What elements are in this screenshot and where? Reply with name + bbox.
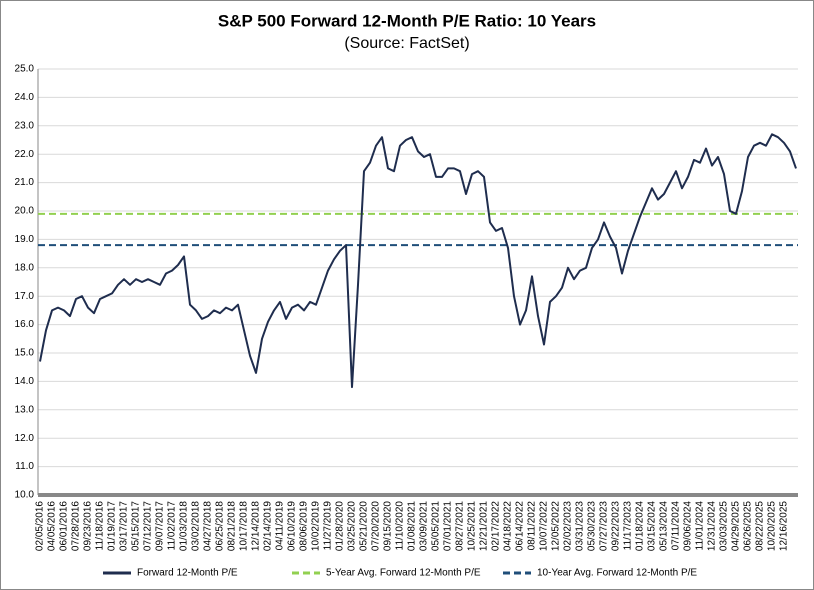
x-tick-label: 08/06/2019	[299, 501, 310, 551]
legend-label: Forward 12-Month P/E	[137, 568, 238, 579]
x-tick-label: 11/17/2023	[623, 501, 634, 551]
x-tick-label: 04/11/2019	[275, 501, 286, 551]
x-tick-label: 01/03/2018	[179, 501, 190, 551]
x-tick-label: 10/17/2018	[239, 501, 250, 551]
x-tick-label: 10/25/2021	[467, 501, 478, 551]
legend-label: 10-Year Avg. Forward 12-Month P/E	[537, 568, 697, 579]
x-tick-label: 01/08/2021	[407, 501, 418, 551]
x-tick-label: 04/18/2022	[503, 501, 514, 551]
x-tick-label: 03/25/2020	[347, 501, 358, 551]
x-tick-label: 03/02/2018	[191, 501, 202, 551]
y-tick-label: 10.0	[15, 490, 35, 501]
x-tick-label: 08/22/2025	[755, 501, 766, 551]
x-tick-label: 08/27/2021	[455, 501, 466, 551]
y-tick-label: 21.0	[15, 177, 35, 188]
x-tick-label: 11/10/2020	[395, 501, 406, 551]
x-tick-label: 06/01/2016	[59, 501, 70, 551]
x-tick-label: 09/07/2017	[155, 501, 166, 551]
x-tick-label: 09/06/2024	[683, 501, 694, 551]
x-tick-label: 02/14/2019	[263, 501, 274, 551]
x-tick-label: 05/21/2020	[359, 501, 370, 551]
data-line	[39, 133, 797, 389]
y-tick-label: 25.0	[15, 64, 35, 75]
x-tick-label: 10/07/2022	[539, 501, 550, 551]
x-tick-label: 09/22/2023	[611, 501, 622, 551]
y-tick-label: 13.0	[15, 404, 35, 415]
y-tick-label: 19.0	[15, 234, 35, 245]
y-tick-label: 18.0	[15, 262, 35, 273]
x-tick-label: 01/18/2024	[635, 501, 646, 551]
x-tick-label: 10/02/2019	[311, 501, 322, 551]
y-tick-label: 22.0	[15, 149, 35, 160]
x-tick-label: 07/11/2024	[671, 501, 682, 551]
x-tick-label: 08/21/2018	[227, 501, 238, 551]
x-tick-label: 06/25/2018	[215, 501, 226, 551]
y-tick-label: 16.0	[15, 319, 35, 330]
x-tick-label: 04/29/2025	[731, 501, 742, 551]
x-tick-label: 02/17/2022	[491, 501, 502, 551]
x-tick-label: 05/05/2021	[431, 501, 442, 551]
x-tick-label: 07/27/2023	[599, 501, 610, 551]
x-tick-label: 04/05/2016	[47, 501, 58, 551]
y-tick-label: 17.0	[15, 291, 35, 302]
y-tick-label: 24.0	[15, 92, 35, 103]
legend-label: 5-Year Avg. Forward 12-Month P/E	[326, 568, 481, 579]
x-tick-label: 05/30/2023	[587, 501, 598, 551]
chart-subtitle: (Source: FactSet)	[344, 35, 469, 52]
x-tick-label: 11/01/2024	[695, 501, 706, 551]
x-tick-label: 01/28/2020	[335, 501, 346, 551]
x-tick-label: 11/02/2017	[167, 501, 178, 551]
y-tick-label: 12.0	[15, 433, 35, 444]
x-tick-label: 11/27/2019	[323, 501, 334, 551]
y-tick-label: 20.0	[15, 206, 35, 217]
x-tick-label: 06/26/2025	[743, 501, 754, 551]
x-tick-label: 12/21/2021	[479, 501, 490, 551]
x-tick-label: 10/20/2025	[767, 501, 778, 551]
y-tick-label: 15.0	[15, 348, 35, 359]
x-tick-label: 12/14/2018	[251, 501, 262, 551]
x-tick-label: 07/01/2021	[443, 501, 454, 551]
x-tick-label: 12/05/2022	[551, 501, 562, 551]
y-tick-label: 14.0	[15, 376, 35, 387]
x-tick-label: 12/31/2024	[707, 501, 718, 551]
x-tick-label: 02/02/2023	[563, 501, 574, 551]
x-tick-label: 03/03/2025	[719, 501, 730, 551]
x-tick-label: 03/15/2024	[647, 501, 658, 551]
y-tick-label: 11.0	[15, 461, 34, 472]
x-tick-label: 05/13/2024	[659, 501, 670, 551]
chart-title: S&P 500 Forward 12-Month P/E Ratio: 10 Y…	[218, 11, 596, 30]
x-tick-label: 09/23/2016	[83, 501, 94, 551]
x-tick-label: 02/05/2016	[35, 501, 46, 551]
x-tick-label: 07/28/2016	[71, 501, 82, 551]
x-tick-label: 09/15/2020	[383, 501, 394, 551]
x-tick-label: 03/17/2017	[119, 501, 130, 551]
x-tick-label: 03/09/2021	[419, 501, 430, 551]
x-tick-label: 11/18/2016	[95, 501, 106, 551]
y-tick-label: 23.0	[15, 120, 35, 131]
x-tick-label: 03/31/2023	[575, 501, 586, 551]
x-tick-label: 07/20/2020	[371, 501, 382, 551]
x-tick-label: 06/14/2022	[515, 501, 526, 551]
x-tick-label: 06/10/2019	[287, 501, 298, 551]
x-tick-label: 05/15/2017	[131, 501, 142, 551]
x-tick-label: 07/12/2017	[143, 501, 154, 551]
x-tick-label: 04/27/2018	[203, 501, 214, 551]
x-tick-label: 01/19/2017	[107, 501, 118, 551]
x-tick-label: 12/16/2025	[779, 501, 790, 551]
x-tick-label: 08/11/2022	[527, 501, 538, 551]
